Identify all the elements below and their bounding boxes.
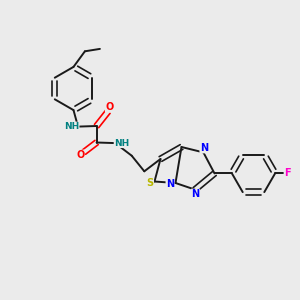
Text: N: N [191,189,200,199]
Text: N: N [166,178,174,189]
Text: F: F [284,168,291,178]
Text: O: O [76,150,85,160]
Text: NH: NH [64,122,79,131]
Text: N: N [200,143,208,153]
Text: NH: NH [114,139,129,148]
Text: O: O [105,102,114,112]
Text: S: S [146,178,154,188]
